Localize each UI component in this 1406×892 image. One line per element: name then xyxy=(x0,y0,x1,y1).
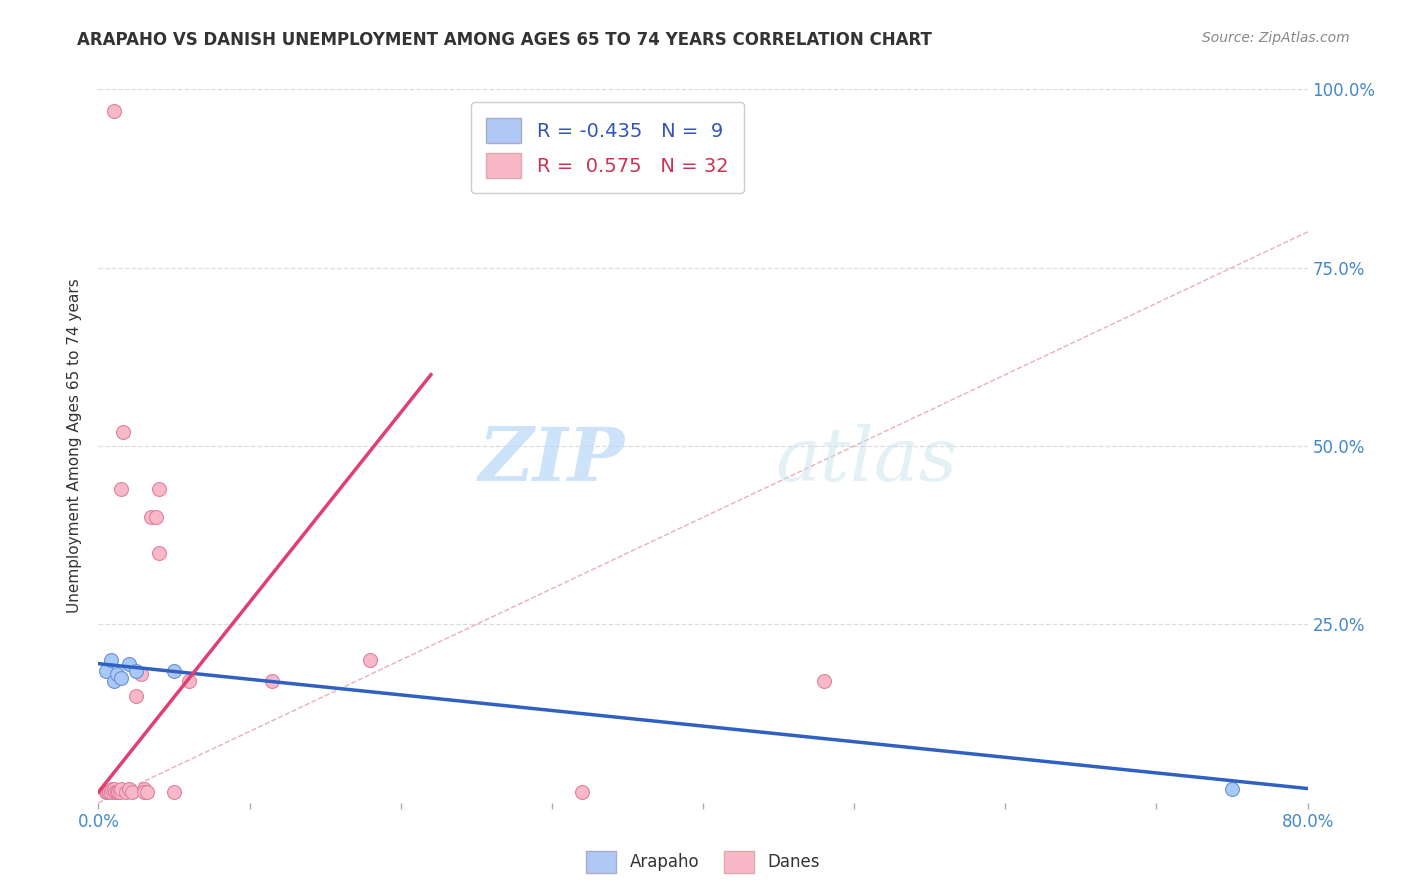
Point xyxy=(100,653,122,667)
Point xyxy=(135,785,157,799)
Point xyxy=(108,785,131,799)
Point xyxy=(145,510,167,524)
Point xyxy=(94,785,117,799)
Point xyxy=(105,785,128,799)
Point xyxy=(103,674,125,689)
Point xyxy=(141,510,163,524)
Point xyxy=(103,781,125,796)
Point xyxy=(94,664,117,678)
Text: ZIP: ZIP xyxy=(478,424,624,497)
Point xyxy=(111,425,134,439)
Point xyxy=(262,674,284,689)
Point xyxy=(125,689,148,703)
Point xyxy=(148,546,170,560)
Point xyxy=(163,664,186,678)
Point xyxy=(118,657,141,671)
Point xyxy=(103,103,125,118)
Point xyxy=(121,785,143,799)
Text: ARAPAHO VS DANISH UNEMPLOYMENT AMONG AGES 65 TO 74 YEARS CORRELATION CHART: ARAPAHO VS DANISH UNEMPLOYMENT AMONG AGE… xyxy=(77,31,932,49)
Point xyxy=(110,781,132,796)
Point xyxy=(100,785,122,799)
Point xyxy=(132,785,155,799)
Legend: R = -0.435   N =  9, R =  0.575   N = 32: R = -0.435 N = 9, R = 0.575 N = 32 xyxy=(471,103,744,194)
Point xyxy=(813,674,835,689)
Text: Source: ZipAtlas.com: Source: ZipAtlas.com xyxy=(1202,31,1350,45)
Y-axis label: Unemployment Among Ages 65 to 74 years: Unemployment Among Ages 65 to 74 years xyxy=(67,278,83,614)
Point xyxy=(114,785,136,799)
Point xyxy=(110,482,132,496)
Point xyxy=(104,785,127,799)
Text: atlas: atlas xyxy=(776,424,957,497)
Point xyxy=(129,667,152,681)
Point xyxy=(107,785,129,799)
Point xyxy=(101,781,124,796)
Point xyxy=(98,785,121,799)
Point xyxy=(163,785,186,799)
Point xyxy=(110,671,132,685)
Point xyxy=(148,482,170,496)
Point xyxy=(179,674,201,689)
Legend: Arapaho, Danes: Arapaho, Danes xyxy=(579,845,827,880)
Point xyxy=(360,653,382,667)
Point xyxy=(1220,781,1243,796)
Point xyxy=(96,785,118,799)
Point xyxy=(105,667,128,681)
Point xyxy=(132,781,155,796)
Point xyxy=(118,781,141,796)
Point xyxy=(571,785,593,799)
Point xyxy=(125,664,148,678)
